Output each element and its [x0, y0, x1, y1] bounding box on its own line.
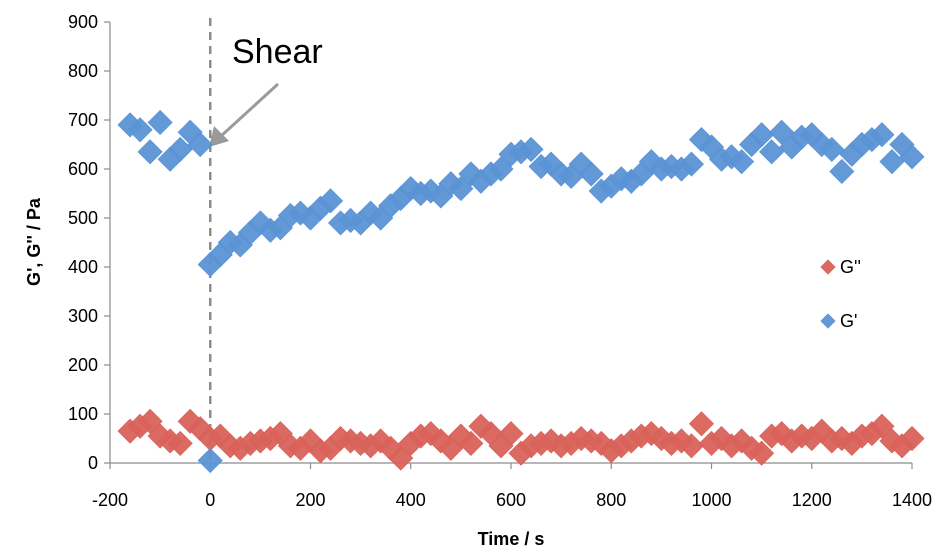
legend: G'' G' — [820, 257, 861, 331]
data-point — [688, 411, 715, 437]
data-point — [147, 109, 173, 136]
legend-label: G' — [840, 311, 857, 331]
x-tick-label: 1000 — [691, 490, 731, 510]
data-point — [749, 122, 775, 148]
y-tick-label: 200 — [68, 355, 98, 375]
data-point — [388, 445, 414, 471]
legend-label: G'' — [840, 257, 861, 277]
series-g-prime — [117, 109, 925, 474]
data-point — [819, 136, 845, 162]
x-axis-title: Time / s — [478, 529, 545, 549]
series-g-double-prime — [117, 408, 925, 471]
shear-arrow-shaft — [218, 82, 280, 139]
data-point — [167, 136, 193, 162]
data-point — [137, 408, 163, 434]
data-point — [749, 440, 775, 466]
y-axis-ticks: 0 100 200 300 400 500 600 700 800 900 — [68, 12, 110, 473]
y-axis-title: G', G'' / Pa — [24, 197, 44, 286]
y-tick-label: 700 — [68, 110, 98, 130]
x-tick-label: 200 — [295, 490, 325, 510]
data-point — [869, 413, 895, 439]
data-point — [678, 433, 705, 459]
x-tick-label: -200 — [92, 490, 128, 510]
x-tick-label: 800 — [596, 490, 626, 510]
y-tick-label: 500 — [68, 208, 98, 228]
data-point — [488, 156, 514, 182]
legend-marker — [820, 259, 836, 275]
x-tick-label: 600 — [496, 490, 526, 510]
data-point — [167, 430, 193, 456]
data-point — [899, 144, 925, 170]
x-axis-ticks: -200 0 200 400 600 800 1000 1200 1400 — [92, 463, 932, 510]
data-point — [678, 151, 705, 177]
x-tick-label: 400 — [396, 490, 426, 510]
shear-label: Shear — [232, 33, 323, 71]
x-tick-label: 1200 — [792, 490, 832, 510]
data-point — [729, 149, 755, 175]
data-point — [458, 430, 484, 456]
shear-arrow-head — [209, 126, 229, 147]
data-point — [448, 176, 474, 202]
data-point — [759, 139, 785, 165]
data-point — [317, 188, 344, 214]
data-point — [187, 131, 213, 158]
data-point — [829, 158, 855, 185]
y-tick-label: 100 — [68, 404, 98, 424]
x-tick-label: 0 — [205, 490, 215, 510]
data-point — [578, 161, 604, 187]
y-tick-label: 400 — [68, 257, 98, 277]
data-point — [498, 421, 524, 447]
data-point — [899, 425, 925, 452]
legend-marker — [820, 313, 836, 329]
shear-annotation: Shear — [209, 18, 323, 463]
y-tick-label: 900 — [68, 12, 98, 32]
data-point — [769, 119, 795, 145]
y-tick-label: 0 — [88, 453, 98, 473]
data-point — [879, 149, 905, 175]
series-layer — [117, 109, 925, 474]
data-point — [127, 117, 153, 143]
y-tick-label: 300 — [68, 306, 98, 326]
y-tick-label: 600 — [68, 159, 98, 179]
x-tick-label: 1400 — [892, 490, 932, 510]
y-tick-label: 800 — [68, 61, 98, 81]
data-point — [518, 136, 544, 162]
data-point — [137, 139, 163, 165]
data-point — [869, 122, 895, 148]
data-point — [197, 447, 223, 474]
